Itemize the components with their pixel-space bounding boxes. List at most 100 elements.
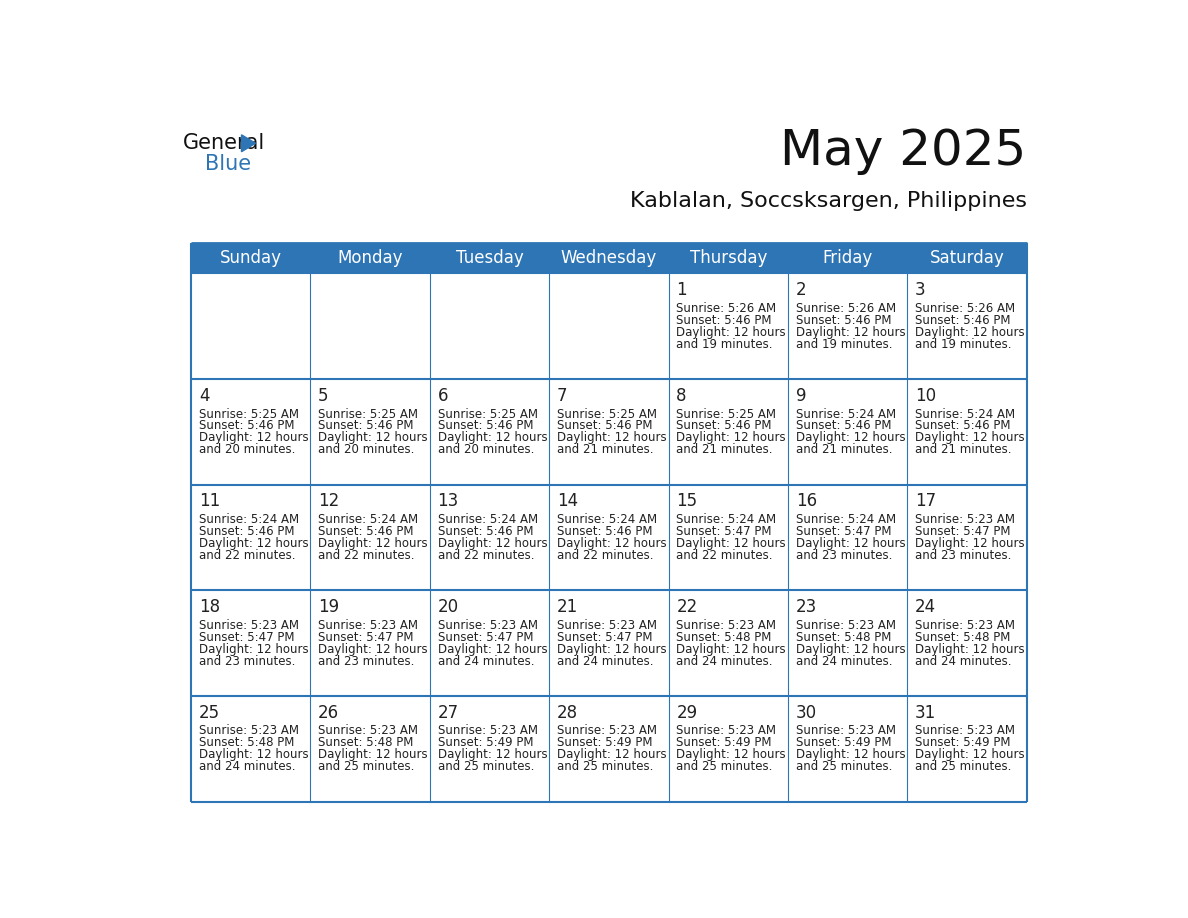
Text: Daylight: 12 hours: Daylight: 12 hours [676, 326, 786, 339]
Text: Daylight: 12 hours: Daylight: 12 hours [915, 431, 1024, 444]
Text: Sunrise: 5:23 AM: Sunrise: 5:23 AM [198, 724, 299, 737]
Text: Sunrise: 5:23 AM: Sunrise: 5:23 AM [557, 619, 657, 632]
Text: Sunrise: 5:24 AM: Sunrise: 5:24 AM [676, 513, 777, 526]
Text: Daylight: 12 hours: Daylight: 12 hours [437, 537, 548, 550]
Bar [191, 242, 310, 274]
Text: and 25 minutes.: and 25 minutes. [557, 760, 653, 773]
Text: and 21 minutes.: and 21 minutes. [676, 443, 772, 456]
Text: and 20 minutes.: and 20 minutes. [318, 443, 415, 456]
Text: 19: 19 [318, 598, 340, 616]
Text: Sunset: 5:49 PM: Sunset: 5:49 PM [796, 736, 891, 749]
Text: Daylight: 12 hours: Daylight: 12 hours [437, 643, 548, 655]
Text: 20: 20 [437, 598, 459, 616]
Text: Daylight: 12 hours: Daylight: 12 hours [557, 431, 666, 444]
Text: Sunday: Sunday [220, 249, 282, 267]
Text: Sunset: 5:48 PM: Sunset: 5:48 PM [318, 736, 413, 749]
Text: 29: 29 [676, 704, 697, 722]
Text: Daylight: 12 hours: Daylight: 12 hours [198, 431, 309, 444]
Text: Daylight: 12 hours: Daylight: 12 hours [915, 326, 1024, 339]
Text: and 24 minutes.: and 24 minutes. [557, 655, 653, 667]
Text: and 19 minutes.: and 19 minutes. [676, 338, 772, 351]
Text: and 21 minutes.: and 21 minutes. [915, 443, 1011, 456]
Text: Daylight: 12 hours: Daylight: 12 hours [796, 748, 905, 761]
Text: 2: 2 [796, 281, 807, 299]
Text: Daylight: 12 hours: Daylight: 12 hours [437, 748, 548, 761]
Text: and 22 minutes.: and 22 minutes. [318, 549, 415, 562]
Text: Daylight: 12 hours: Daylight: 12 hours [915, 643, 1024, 655]
Text: Daylight: 12 hours: Daylight: 12 hours [318, 431, 428, 444]
Text: Daylight: 12 hours: Daylight: 12 hours [318, 537, 428, 550]
Text: Sunrise: 5:23 AM: Sunrise: 5:23 AM [676, 724, 776, 737]
Text: 4: 4 [198, 386, 209, 405]
Text: Sunrise: 5:23 AM: Sunrise: 5:23 AM [915, 619, 1015, 632]
Text: 23: 23 [796, 598, 817, 616]
Text: Sunset: 5:46 PM: Sunset: 5:46 PM [557, 525, 652, 538]
Polygon shape [241, 135, 255, 151]
Text: Sunrise: 5:24 AM: Sunrise: 5:24 AM [318, 513, 418, 526]
Text: Daylight: 12 hours: Daylight: 12 hours [557, 748, 666, 761]
Text: and 24 minutes.: and 24 minutes. [437, 655, 535, 667]
Text: Sunrise: 5:24 AM: Sunrise: 5:24 AM [437, 513, 538, 526]
Text: Sunrise: 5:25 AM: Sunrise: 5:25 AM [437, 408, 538, 420]
Text: Sunset: 5:46 PM: Sunset: 5:46 PM [318, 420, 413, 432]
Text: Sunset: 5:46 PM: Sunset: 5:46 PM [796, 314, 891, 327]
Text: Daylight: 12 hours: Daylight: 12 hours [318, 643, 428, 655]
Text: Sunrise: 5:24 AM: Sunrise: 5:24 AM [198, 513, 299, 526]
Text: 1: 1 [676, 281, 687, 299]
Text: Sunset: 5:46 PM: Sunset: 5:46 PM [318, 525, 413, 538]
Text: and 25 minutes.: and 25 minutes. [318, 760, 415, 773]
Text: 18: 18 [198, 598, 220, 616]
Text: Sunset: 5:49 PM: Sunset: 5:49 PM [557, 736, 652, 749]
Text: and 23 minutes.: and 23 minutes. [796, 549, 892, 562]
Text: Sunset: 5:48 PM: Sunset: 5:48 PM [915, 631, 1010, 644]
Text: Sunrise: 5:24 AM: Sunrise: 5:24 AM [796, 408, 896, 420]
Text: Sunset: 5:49 PM: Sunset: 5:49 PM [676, 736, 772, 749]
Text: Daylight: 12 hours: Daylight: 12 hours [796, 643, 905, 655]
Text: Blue: Blue [206, 154, 251, 174]
Text: 16: 16 [796, 492, 817, 510]
Text: Daylight: 12 hours: Daylight: 12 hours [198, 537, 309, 550]
Text: Sunset: 5:46 PM: Sunset: 5:46 PM [676, 420, 772, 432]
Text: and 20 minutes.: and 20 minutes. [198, 443, 296, 456]
Text: Sunrise: 5:24 AM: Sunrise: 5:24 AM [796, 513, 896, 526]
Text: 22: 22 [676, 598, 697, 616]
Text: 28: 28 [557, 704, 579, 722]
Text: Sunset: 5:46 PM: Sunset: 5:46 PM [437, 420, 533, 432]
Text: Sunset: 5:49 PM: Sunset: 5:49 PM [915, 736, 1011, 749]
Text: Sunrise: 5:25 AM: Sunrise: 5:25 AM [198, 408, 299, 420]
Bar [908, 242, 1026, 274]
Text: Sunrise: 5:23 AM: Sunrise: 5:23 AM [437, 619, 538, 632]
Bar [191, 485, 1026, 590]
Text: 12: 12 [318, 492, 340, 510]
Text: 17: 17 [915, 492, 936, 510]
Text: Daylight: 12 hours: Daylight: 12 hours [676, 431, 786, 444]
Text: Sunset: 5:48 PM: Sunset: 5:48 PM [198, 736, 295, 749]
Text: Sunrise: 5:26 AM: Sunrise: 5:26 AM [796, 302, 896, 315]
Text: Sunset: 5:46 PM: Sunset: 5:46 PM [676, 314, 772, 327]
Text: 27: 27 [437, 704, 459, 722]
Text: Wednesday: Wednesday [561, 249, 657, 267]
Text: and 24 minutes.: and 24 minutes. [915, 655, 1011, 667]
Text: and 22 minutes.: and 22 minutes. [676, 549, 772, 562]
Bar [191, 274, 1026, 379]
Bar [788, 242, 908, 274]
Bar [430, 242, 549, 274]
Text: 8: 8 [676, 386, 687, 405]
Text: Sunrise: 5:26 AM: Sunrise: 5:26 AM [915, 302, 1015, 315]
Text: 30: 30 [796, 704, 817, 722]
Text: Monday: Monday [337, 249, 403, 267]
Text: 15: 15 [676, 492, 697, 510]
Text: and 19 minutes.: and 19 minutes. [796, 338, 892, 351]
Text: 21: 21 [557, 598, 579, 616]
Text: and 22 minutes.: and 22 minutes. [198, 549, 296, 562]
Text: Daylight: 12 hours: Daylight: 12 hours [796, 537, 905, 550]
Text: and 22 minutes.: and 22 minutes. [437, 549, 535, 562]
Text: Sunrise: 5:23 AM: Sunrise: 5:23 AM [318, 724, 418, 737]
Text: Daylight: 12 hours: Daylight: 12 hours [676, 643, 786, 655]
Text: Sunrise: 5:23 AM: Sunrise: 5:23 AM [676, 619, 776, 632]
Text: Thursday: Thursday [689, 249, 767, 267]
Text: 13: 13 [437, 492, 459, 510]
Text: and 19 minutes.: and 19 minutes. [915, 338, 1011, 351]
Text: Sunrise: 5:23 AM: Sunrise: 5:23 AM [796, 619, 896, 632]
Text: Sunrise: 5:26 AM: Sunrise: 5:26 AM [676, 302, 777, 315]
